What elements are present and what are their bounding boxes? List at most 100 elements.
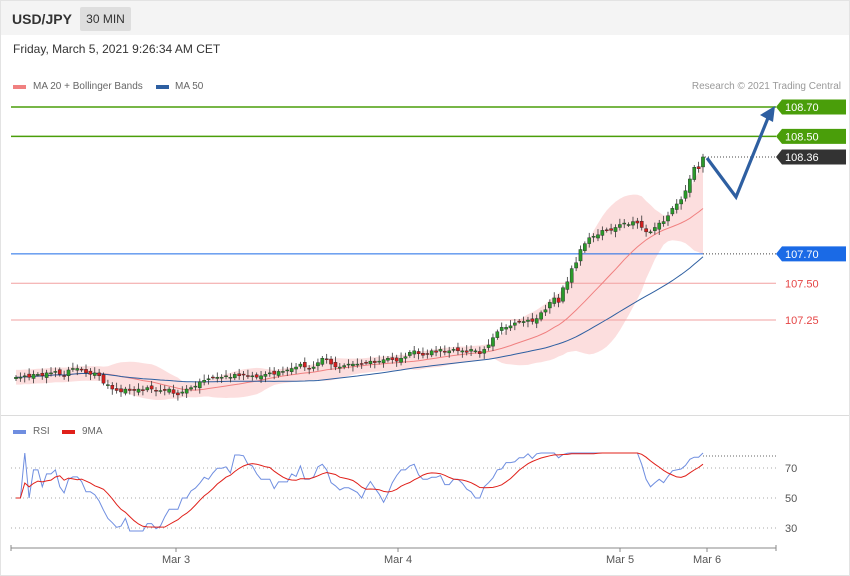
candle-body — [88, 370, 93, 375]
candle-body — [469, 349, 473, 352]
candle-body — [132, 389, 136, 391]
price-level-tag — [776, 149, 846, 165]
candle-body — [591, 236, 596, 238]
price-level-tag — [776, 99, 846, 115]
candle-body — [333, 362, 338, 368]
rsi-line — [16, 452, 704, 532]
candle-body — [478, 351, 482, 354]
ma9-legend-label: 9MA — [82, 426, 103, 437]
candle-body — [464, 350, 469, 353]
x-axis-label: Mar 4 — [384, 554, 412, 566]
rsi-level-label: 50 — [785, 493, 797, 505]
candle-body — [228, 377, 233, 379]
candle-body — [158, 390, 163, 392]
candle-body — [377, 360, 381, 363]
candle-body — [416, 351, 421, 354]
candle-body — [548, 302, 552, 309]
candle-body — [294, 366, 298, 370]
candle-body — [180, 391, 185, 394]
header-bar: USD/JPY 30 MIN — [1, 1, 849, 35]
candle-body — [355, 363, 360, 366]
candle-body — [119, 388, 123, 393]
candle-body — [521, 321, 526, 323]
candle-body — [530, 318, 535, 322]
price-level-tag — [776, 128, 846, 144]
candle-body — [447, 350, 452, 354]
candle-body — [552, 297, 557, 304]
candle-body — [394, 357, 399, 362]
candle-body — [657, 222, 662, 230]
candle-body — [97, 372, 101, 377]
candle-body — [66, 369, 71, 377]
candle-body — [412, 350, 416, 355]
candle-body — [342, 365, 346, 368]
candle-body — [421, 352, 425, 356]
x-axis-label: Mar 5 — [606, 554, 634, 566]
candle-body — [197, 381, 202, 389]
candle-body — [40, 372, 45, 377]
candle-body — [403, 356, 408, 359]
candle-body — [534, 318, 539, 324]
candle-body — [75, 368, 80, 371]
candle-body — [232, 374, 237, 379]
candle-body — [434, 350, 438, 353]
candle-body — [429, 350, 434, 356]
candle-body — [71, 368, 75, 370]
candle-body — [189, 387, 193, 390]
candle-body — [281, 371, 285, 373]
candle-body — [386, 357, 390, 361]
panel-divider — [1, 415, 849, 416]
candle-body — [368, 360, 373, 364]
candle-body — [49, 372, 53, 375]
candle-body — [473, 350, 478, 353]
candle-body — [604, 229, 609, 232]
candle-body — [688, 178, 692, 193]
candles-group — [14, 153, 705, 401]
candle-body — [513, 322, 517, 326]
candle-body — [648, 231, 653, 234]
candle-body — [62, 375, 66, 377]
candle-body — [18, 377, 23, 379]
candle-body — [241, 373, 246, 376]
bollinger-band — [16, 162, 703, 400]
candle-body — [307, 367, 311, 370]
candle-body — [600, 230, 605, 236]
price-level-label: 107.70 — [785, 249, 819, 261]
candle-body — [539, 312, 543, 320]
candle-body — [526, 319, 530, 322]
candle-body — [106, 384, 110, 386]
candle-body — [237, 373, 241, 377]
candle-body — [696, 166, 701, 169]
timeframe-button[interactable]: 30 MIN — [80, 7, 131, 31]
candle-body — [176, 392, 180, 396]
candle-body — [674, 203, 679, 210]
candle-body — [101, 374, 106, 384]
rsi-level-label: 70 — [785, 463, 797, 475]
candle-body — [145, 387, 150, 391]
candle-body — [561, 287, 565, 302]
candle-body — [622, 222, 627, 225]
candle-body — [324, 358, 329, 360]
candle-body — [451, 349, 456, 351]
candle-body — [254, 374, 259, 378]
forecast-arrow-head — [760, 106, 775, 122]
candle-body — [184, 388, 189, 394]
candle-body — [211, 376, 215, 379]
candle-body — [316, 362, 320, 367]
candle-body — [167, 388, 171, 393]
candle-body — [679, 199, 683, 205]
symbol-title: USD/JPY — [12, 11, 72, 27]
candle-body — [246, 375, 250, 377]
candle-body — [683, 190, 688, 199]
price-level-label: 108.70 — [785, 102, 819, 114]
credit-text: Research © 2021 Trading Central — [691, 81, 841, 92]
candle-body — [250, 375, 255, 378]
candle-body — [27, 373, 31, 378]
candle-body — [408, 352, 412, 356]
candle-body — [22, 375, 27, 378]
candle-body — [263, 374, 268, 377]
candle-body — [517, 320, 522, 323]
candle-body — [587, 237, 592, 244]
candle-body — [285, 369, 290, 372]
